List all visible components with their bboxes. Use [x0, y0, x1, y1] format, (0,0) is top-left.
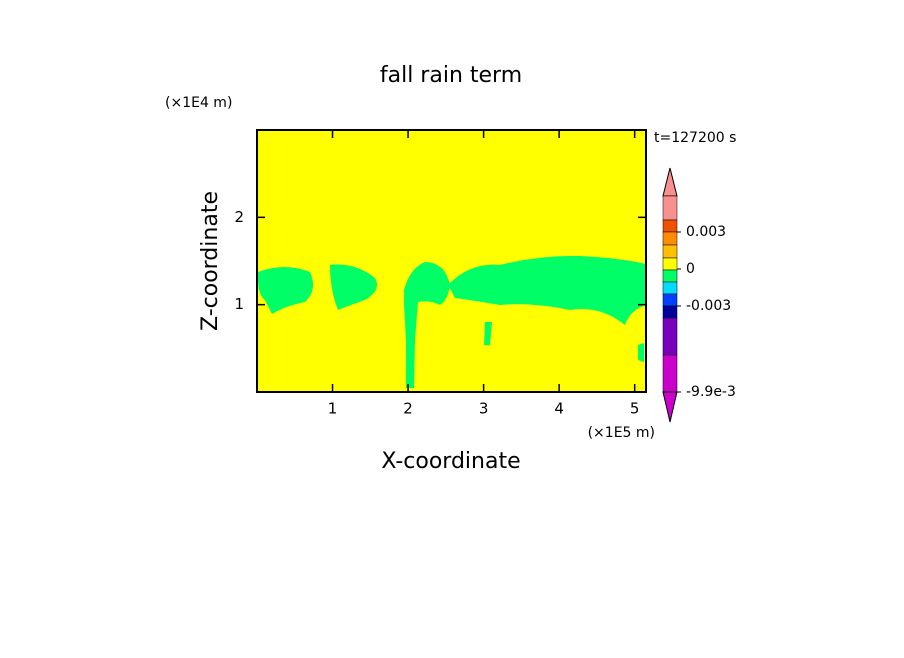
- x-tick-label: 5: [630, 400, 640, 418]
- colorbar-segment: [662, 257, 678, 271]
- contour-region: [638, 343, 644, 362]
- colorbar-end: [662, 391, 678, 423]
- x-unit: (×1E5 m): [588, 425, 655, 441]
- colorbar-label: 0: [686, 261, 695, 277]
- x-axis-title: X-coordinate: [381, 449, 520, 474]
- contour-region: [257, 267, 314, 314]
- chart-title: fall rain term: [380, 63, 522, 88]
- colorbar-segment: [662, 305, 678, 319]
- time-label: t=127200 s: [654, 130, 736, 146]
- colorbar-segment: [662, 293, 678, 307]
- colorbar-segment: [662, 317, 678, 356]
- contour-region: [404, 262, 450, 388]
- contour-regions: [257, 255, 646, 388]
- colorbar-label: -0.003: [686, 298, 731, 314]
- colorbar-segment: [662, 195, 678, 221]
- colorbar-segment: [662, 281, 678, 295]
- colorbar-label: -9.9e-3: [686, 384, 736, 400]
- colorbar-segment: [662, 244, 678, 259]
- contour-region: [330, 264, 378, 310]
- y-axis-title: Z-coordinate: [198, 191, 223, 331]
- y-tick-label: 1: [234, 295, 244, 313]
- colorbar-segment: [662, 354, 678, 393]
- colorbar-segment: [662, 219, 678, 233]
- colorbar-label: 0.003: [686, 224, 726, 240]
- colorbar-segment: [662, 269, 678, 283]
- x-tick-label: 1: [328, 400, 338, 418]
- colorbar-end: [662, 167, 678, 197]
- colorbar-segment: [662, 231, 678, 246]
- x-tick-label: 3: [479, 400, 489, 418]
- y-tick-label: 2: [234, 208, 244, 226]
- y-unit: (×1E4 m): [165, 95, 232, 111]
- contour-region: [448, 255, 646, 325]
- plot-frame: [256, 129, 647, 393]
- x-tick-label: 4: [554, 400, 564, 418]
- contour-region: [484, 322, 492, 345]
- x-tick-label: 2: [403, 400, 413, 418]
